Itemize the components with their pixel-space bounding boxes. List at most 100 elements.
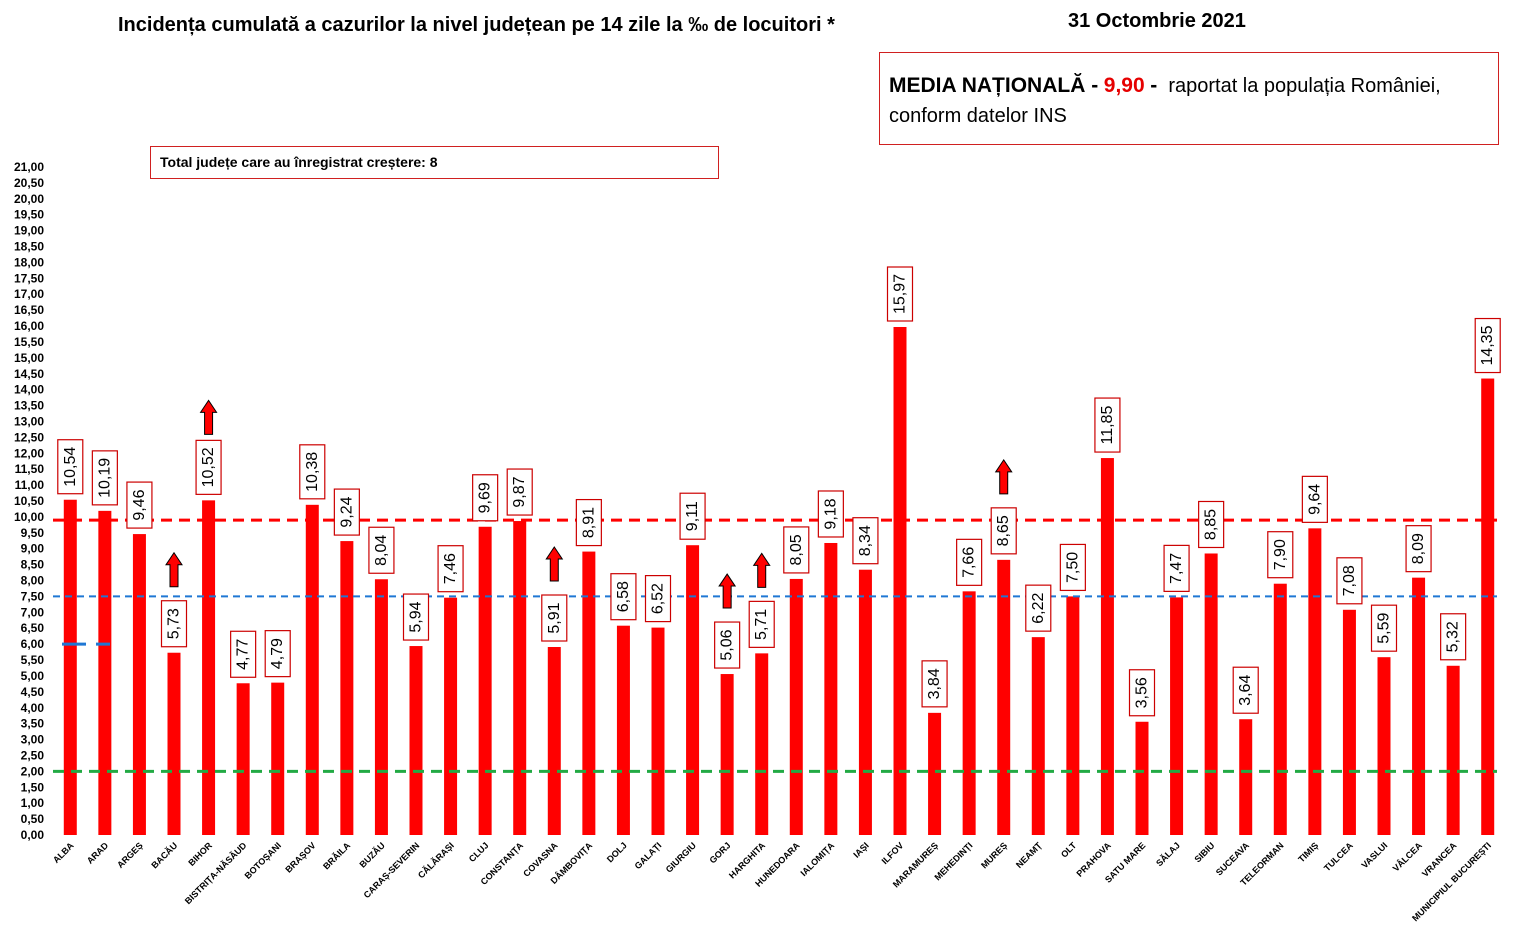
y-axis: 0,00 0,50 1,00 1,50 2,00 2,503,00 3,50 4,00 4,50… — [14, 160, 44, 842]
y-tick-label: 0,50 — [21, 812, 45, 826]
data-label-box — [368, 526, 395, 574]
bar — [1031, 637, 1045, 835]
bar — [962, 591, 976, 835]
data-label-box — [1094, 397, 1121, 453]
category-label: IALOMIȚA — [798, 840, 836, 878]
data-label-text: 8,04 — [373, 535, 390, 566]
increase-arrow-icon — [545, 546, 564, 582]
bar — [789, 578, 803, 835]
data-label-text: 7,66 — [961, 547, 978, 578]
bar — [1100, 458, 1114, 835]
data-label-text: 9,64 — [1306, 484, 1323, 515]
data-label: 7,50 — [1059, 543, 1086, 592]
data-label-box — [1336, 557, 1363, 605]
chart-title: Incidența cumulată a cazurilor la nivel … — [118, 14, 835, 36]
bar — [755, 653, 769, 835]
data-label: 10,54 — [57, 439, 84, 495]
bar — [202, 500, 216, 835]
bar — [1170, 597, 1184, 835]
data-label-text: 9,24 — [338, 496, 355, 527]
category-label: DOLJ — [605, 840, 629, 864]
y-tick-label: 18,00 — [14, 255, 44, 269]
category-label: GIURGIU — [664, 840, 698, 874]
data-label: 6,22 — [1025, 584, 1052, 632]
y-tick-label: 20,00 — [14, 192, 44, 206]
y-tick-label: 6,00 — [21, 637, 45, 651]
data-label-text: 6,58 — [615, 581, 632, 612]
data-label-text: 9,11 — [684, 501, 701, 531]
data-label: 9,24 — [333, 488, 360, 536]
bar — [1481, 378, 1495, 835]
data-label-box — [783, 526, 810, 574]
data-label: 8,05 — [783, 526, 810, 574]
data-label-text: 7,50 — [1064, 552, 1081, 583]
data-label-box — [575, 498, 602, 547]
data-label-box — [472, 474, 499, 522]
y-tick-label: 1,00 — [21, 796, 45, 810]
y-tick-label: 17,00 — [14, 287, 44, 301]
y-tick-label: 17,50 — [14, 271, 44, 285]
category-label: IAȘI — [851, 840, 870, 859]
bar — [1377, 657, 1391, 835]
y-tick-label: 4,50 — [21, 685, 45, 699]
y-tick-label: 9,50 — [21, 526, 45, 540]
data-label-text: 10,38 — [304, 452, 321, 492]
bar — [824, 542, 838, 835]
category-label: CĂLĂRAȘI — [416, 840, 456, 880]
category-label: BACĂU — [149, 840, 179, 870]
data-label-box — [990, 507, 1017, 555]
bar — [1204, 553, 1218, 835]
y-tick-label: 20,50 — [14, 176, 44, 190]
data-label-text: 9,18 — [822, 498, 839, 529]
national-average-note-2: conform datelor INS — [889, 105, 1067, 127]
data-label-text: 11,85 — [1099, 406, 1116, 445]
data-label: 7,90 — [1267, 531, 1294, 579]
bar — [997, 559, 1011, 835]
data-label: 7,08 — [1336, 557, 1363, 605]
y-tick-label: 1,50 — [21, 780, 45, 794]
data-label-text: 9,69 — [477, 482, 494, 513]
category-label: MUREȘ — [979, 840, 1009, 870]
bar — [1308, 528, 1322, 835]
data-label: 5,32 — [1440, 613, 1467, 661]
report-date: 31 Octombrie 2021 — [1068, 10, 1246, 32]
data-label-text: 8,05 — [788, 534, 805, 565]
data-label-text: 5,73 — [166, 608, 183, 639]
y-tick-label: 2,00 — [21, 764, 45, 778]
bar — [409, 646, 423, 835]
bar — [478, 526, 492, 835]
y-tick-label: 13,00 — [14, 414, 44, 428]
data-label-box — [886, 266, 914, 322]
category-labels: ALBA ARAD ARGEȘ BACĂU BIHORBISTRIȚA-NĂSĂUDBO… — [51, 839, 1493, 923]
bar — [893, 327, 907, 835]
data-label: 7,66 — [956, 538, 983, 586]
data-label-text: 7,90 — [1272, 539, 1289, 570]
data-label-text: 5,91 — [546, 602, 563, 633]
bar — [513, 521, 527, 835]
category-label: VASLUI — [1359, 840, 1389, 870]
data-label-box — [264, 630, 291, 678]
category-label: SĂLAJ — [1154, 840, 1182, 868]
y-tick-label: 10,00 — [14, 510, 44, 524]
data-label-box — [126, 481, 153, 529]
y-tick-label: 7,50 — [21, 589, 45, 603]
category-label: TULCEA — [1322, 840, 1355, 873]
data-label-text: 9,46 — [131, 489, 148, 520]
data-label-text: 7,47 — [1168, 553, 1185, 584]
data-label-text: 10,54 — [62, 447, 79, 487]
data-label: 7,47 — [1163, 544, 1190, 592]
increase-arrow-icon — [165, 551, 183, 588]
data-label-box — [1440, 613, 1467, 661]
data-label-text: 7,46 — [442, 553, 459, 584]
data-label: 5,59 — [1370, 604, 1398, 652]
data-labels: 10,54 10,19 9,46 5,73 10,52 4,77 4,79 10,38 9,24… — [57, 266, 1501, 717]
bar — [686, 545, 700, 835]
data-label-box — [195, 439, 222, 495]
data-label: 8,34 — [852, 517, 879, 565]
bar — [547, 647, 561, 835]
y-tick-label: 19,50 — [14, 208, 44, 222]
increase-arrow-icon — [752, 552, 771, 588]
bar — [1342, 609, 1356, 835]
data-label: 3,56 — [1128, 669, 1156, 717]
y-tick-label: 11,50 — [15, 462, 45, 476]
